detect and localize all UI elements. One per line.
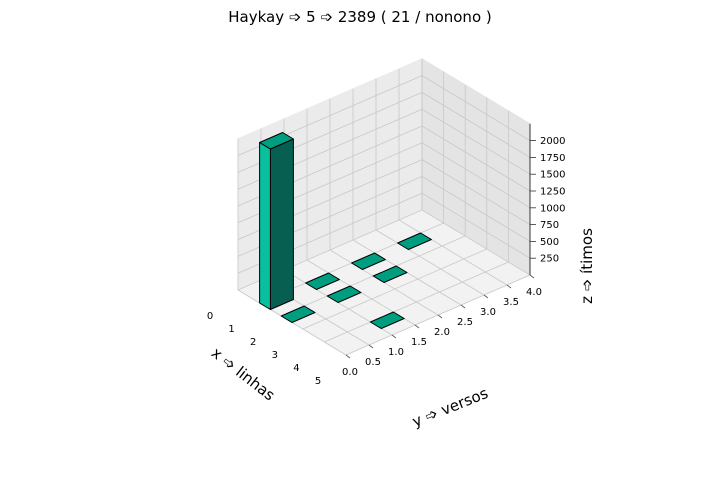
y-tick-label: 3.5 — [503, 297, 519, 308]
y-tick-mark — [437, 314, 443, 319]
y-tick-mark — [529, 274, 535, 279]
z-tick-label: 1750 — [540, 153, 565, 164]
z-tick-label: 1500 — [540, 170, 565, 181]
grid-line-y — [421, 209, 531, 276]
chart-title: Haykay ➩ 5 ➩ 2389 ( 21 / nonono ) — [228, 8, 492, 26]
y-tick-label: 1.5 — [411, 337, 427, 348]
grid-line-z — [421, 159, 531, 225]
y-tick-mark — [414, 324, 420, 329]
y-tick-mark — [506, 284, 512, 289]
y-tick-mark — [460, 304, 466, 309]
bar-top — [326, 285, 362, 303]
z-tick-label: 1250 — [540, 187, 565, 198]
bar-top — [259, 132, 294, 150]
grid-line-z — [421, 176, 531, 242]
bar-face-left — [259, 142, 271, 310]
x-tick-label: 2 — [250, 337, 256, 348]
z-tick-label: 1000 — [540, 203, 565, 214]
grid-line-z — [421, 192, 531, 259]
z-tick-label: 250 — [540, 254, 559, 265]
bar-top — [280, 305, 316, 323]
bars-group — [259, 132, 432, 329]
z-axis-label: z ➩ ítimos — [578, 228, 596, 304]
y-tick-label: 2.0 — [434, 327, 450, 338]
bar-top — [305, 272, 340, 290]
x-tick-label: 3 — [272, 350, 278, 361]
x-axis-label: x ➩ linhas — [208, 344, 279, 405]
y-axis-label: y ➩ versos — [410, 384, 491, 431]
y-tick-label: 0.0 — [342, 367, 358, 378]
y-tick-label: 4.0 — [526, 287, 542, 298]
grid-line-z — [421, 125, 531, 192]
y-tick-mark — [391, 334, 397, 339]
y-tick-label: 0.5 — [365, 357, 381, 368]
y-tick-label: 3.0 — [480, 307, 496, 318]
grid-line-y — [375, 229, 485, 296]
bar-top — [369, 311, 405, 329]
bar-top — [372, 265, 408, 283]
z-tick-label: 750 — [540, 220, 559, 231]
x-tick-label: 0 — [207, 311, 213, 322]
y-tick-mark — [368, 344, 374, 349]
bar-top — [351, 252, 386, 270]
x-tick-label: 4 — [293, 363, 299, 374]
grid-line-z — [421, 75, 531, 141]
grid-line-y — [398, 219, 508, 286]
z-tick-label: 2000 — [540, 136, 565, 147]
grid-line-z — [421, 108, 531, 175]
y-tick-label: 1.0 — [388, 347, 404, 358]
z-tick-label: 500 — [540, 237, 559, 248]
y-tick-mark — [483, 294, 489, 299]
bar-top — [397, 232, 432, 250]
axes-ticks: 0 1 2 3 4 5 0.0 0.5 1.0 1.5 2.0 2.5 3.0 3.5 4.0 250 500 7… — [207, 123, 565, 387]
y-tick-mark — [345, 354, 351, 359]
x-tick-label: 5 — [315, 376, 321, 387]
grid-line-z — [421, 142, 531, 209]
grid-line-z — [421, 92, 531, 158]
bar-face-front — [269, 138, 294, 310]
y-tick-label: 2.5 — [457, 317, 473, 328]
x-tick-label: 1 — [228, 324, 234, 335]
